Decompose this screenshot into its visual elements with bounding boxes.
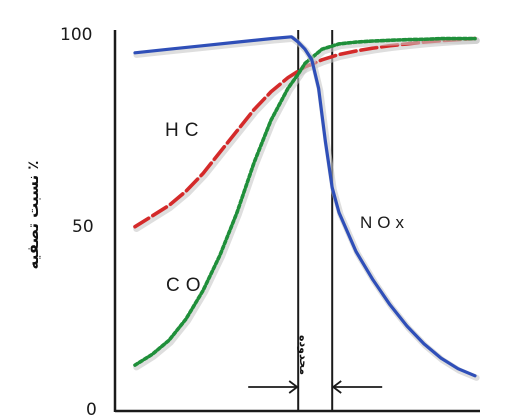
y-tick-100: 100: [60, 25, 92, 45]
plot-area: [133, 30, 480, 412]
window-right-arrowhead: [331, 380, 342, 394]
window-left-arrowhead: [288, 380, 299, 394]
y-tick-0: 0: [86, 400, 97, 419]
y-axis-label: نسبت تصفیه ٪: [24, 161, 42, 270]
series-label-hc: HC: [165, 120, 204, 141]
series-label-co: CO: [166, 275, 207, 296]
series-nox-line: [133, 35, 477, 378]
series-label-nox: NOx: [360, 213, 409, 232]
series-co-line: [133, 36, 477, 367]
y-tick-50: 50: [72, 217, 94, 237]
window-label: محدوده: [297, 335, 310, 375]
series-nox-shadow: [133, 35, 480, 381]
series-co-shadow: [133, 37, 480, 371]
